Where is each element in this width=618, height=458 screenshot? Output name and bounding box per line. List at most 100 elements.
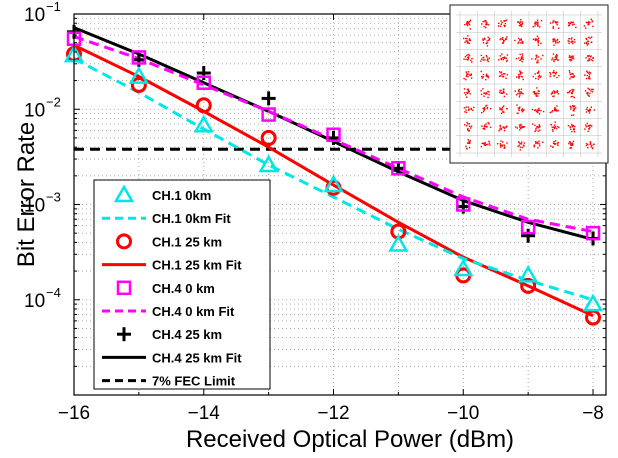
constellation-point [572,114,575,116]
constellation-point [551,126,553,128]
constellation-point [484,20,487,22]
constellation-point [484,93,487,95]
constellation-point [496,142,499,145]
constellation-point [501,42,504,44]
constellation-point [535,23,537,25]
constellation-point [537,40,539,42]
constellation-point [484,125,486,127]
constellation-point [468,91,471,93]
constellation-point [486,42,489,44]
constellation-cluster [569,105,577,117]
constellation-cluster [515,70,524,81]
constellation-point [586,71,589,74]
constellation-point [470,127,472,129]
constellation-point [520,88,523,90]
constellation-point [499,107,501,109]
constellation-point [501,92,504,95]
constellation-point [466,21,468,23]
constellation-cluster [498,124,508,132]
constellation-point [466,88,469,91]
constellation-point [520,18,522,21]
constellation-cluster [498,53,509,63]
constellation-point [519,92,522,95]
constellation-point [483,107,486,109]
constellation-point [503,111,505,113]
constellation-point [488,57,491,59]
constellation-point [587,43,590,45]
constellation-point [573,75,575,77]
data-point [585,225,601,241]
constellation-point [553,75,556,77]
constellation-point [467,142,469,144]
data-point [326,130,341,145]
constellation-point [535,58,537,60]
constellation-point [537,90,539,92]
constellation-point [537,109,540,112]
constellation-point [498,71,501,73]
constellation-point [501,53,503,55]
constellation-point [470,73,473,75]
constellation-point [467,75,469,78]
constellation-point [499,144,502,147]
series-ch-1-0km-fit [73,57,594,302]
constellation-point [553,40,555,42]
constellation-point [550,145,552,147]
constellation-point [554,140,557,142]
constellation-point [463,92,466,94]
constellation-point [534,25,536,27]
constellation-point [465,111,468,114]
constellation-point [519,21,522,23]
constellation-point [517,145,519,148]
constellation-cluster [532,35,542,46]
legend-label: CH.4 0 km [152,281,215,296]
constellation-point [589,21,591,24]
constellation-point [483,37,486,39]
constellation-point [537,142,539,145]
constellation-point [519,127,522,129]
legend-box [93,179,271,390]
constellation-point [585,124,587,126]
constellation-point [517,92,519,95]
constellation-point [553,141,555,143]
constellation-point [583,25,586,27]
legend-item: CH.4 0 km Fit [102,304,235,319]
constellation-point [572,21,574,24]
constellation-point [505,77,507,79]
constellation-cluster [480,70,489,81]
constellation-point [517,37,520,40]
data-point [456,197,471,212]
constellation-point [515,94,518,96]
constellation-point [557,141,559,144]
constellation-point [520,25,523,28]
constellation-point [554,38,556,41]
constellation-point [467,56,469,59]
constellation-point [539,125,541,128]
constellation-point [467,53,469,56]
constellation-point [557,110,559,112]
constellation-cluster [568,140,575,149]
constellation-point [466,72,468,75]
data-point [128,66,150,84]
constellation-point [503,56,506,58]
constellation-point [488,93,490,96]
constellation-point [590,18,592,20]
constellation-cluster [531,54,544,64]
constellation-point [499,55,501,57]
constellation-point [465,94,467,96]
constellation-cluster [568,55,575,62]
constellation-cluster [584,70,592,80]
series-ch-4-0-km [66,31,601,241]
constellation-point [570,106,572,109]
constellation-point [519,59,521,62]
y-tick-label: 10 [24,291,45,312]
constellation-point [590,90,592,92]
constellation-point [540,109,542,112]
constellation-point [552,142,555,145]
constellation-point [571,143,574,146]
constellation-point [468,140,470,143]
constellation-point [587,60,589,62]
constellation-point [469,19,472,21]
constellation-point [500,23,503,25]
constellation-point [567,40,569,42]
constellation-cluster [515,53,524,63]
